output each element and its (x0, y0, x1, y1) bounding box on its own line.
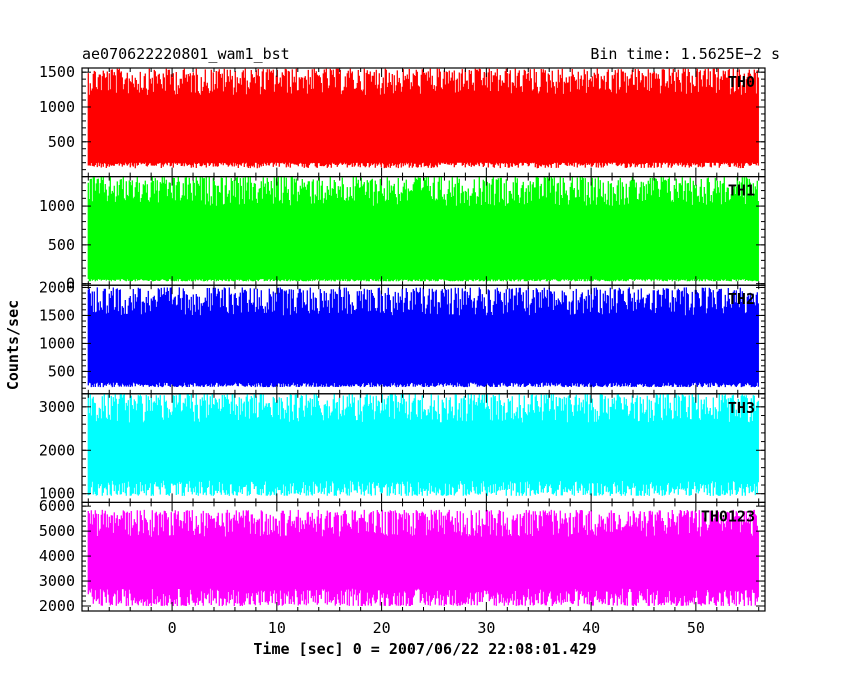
y-tick-label: 1000 (39, 98, 75, 116)
panel-label-th3: TH3 (728, 399, 755, 417)
series-th1 (87, 176, 759, 282)
x-tick-label: 10 (268, 619, 286, 637)
series-th0 (87, 68, 759, 169)
y-tick-label: 1000 (39, 197, 75, 215)
y-axis-label: Counts/sec (4, 300, 22, 390)
series-th0123 (87, 509, 759, 606)
x-tick-label: 50 (687, 619, 705, 637)
y-tick-label: 500 (48, 133, 75, 151)
y-tick-label: 0 (66, 275, 75, 293)
y-tick-label: 1500 (39, 63, 75, 81)
y-tick-label: 2000 (39, 597, 75, 615)
y-tick-label: 500 (48, 236, 75, 254)
chart-title-left: ae070622220801_wam1_bst (82, 45, 290, 63)
series-th3 (87, 393, 759, 496)
chart-title-right: Bin time: 1.5625E−2 s (590, 45, 780, 63)
y-tick-label: 5000 (39, 522, 75, 540)
y-tick-label: 1000 (39, 485, 75, 503)
panel-label-th0123: TH0123 (701, 507, 755, 525)
y-tick-label: 2000 (39, 441, 75, 459)
x-axis-label: Time [sec] 0 = 2007/06/22 22:08:01.429 (253, 640, 596, 658)
series-th2 (87, 287, 759, 388)
panel-label-th2: TH2 (728, 290, 755, 308)
panel-label-th1: TH1 (728, 182, 755, 200)
x-tick-label: 40 (582, 619, 600, 637)
y-tick-label: 3000 (39, 572, 75, 590)
panel-label-th0: TH0 (728, 73, 755, 91)
y-tick-label: 2000 (39, 278, 75, 296)
y-tick-label: 3000 (39, 398, 75, 416)
y-tick-label: 1000 (39, 334, 75, 352)
x-tick-label: 20 (373, 619, 391, 637)
x-tick-label: 0 (168, 619, 177, 637)
chart-panels: 50010001500TH005001000TH1500100015002000… (39, 63, 766, 637)
y-tick-label: 500 (48, 362, 75, 380)
x-tick-label: 30 (477, 619, 495, 637)
y-tick-label: 6000 (39, 497, 75, 515)
y-tick-label: 4000 (39, 547, 75, 565)
y-tick-label: 1500 (39, 306, 75, 324)
